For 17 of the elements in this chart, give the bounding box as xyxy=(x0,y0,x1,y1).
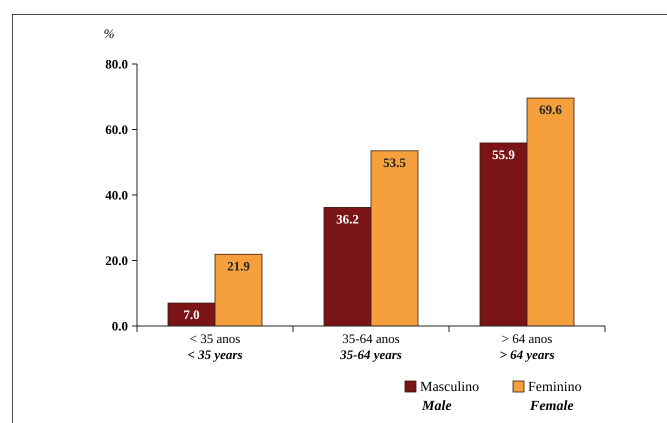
y-tick-label: 0.0 xyxy=(112,318,128,334)
data-label: 55.9 xyxy=(492,146,516,162)
x-tick-label: 35-64 anos 35-64 years xyxy=(339,331,402,362)
y-tick-label: 80.0 xyxy=(105,56,128,72)
data-label: 36.2 xyxy=(336,211,359,226)
legend-label: Feminino Female xyxy=(528,380,582,414)
y-tick-label: 40.0 xyxy=(105,188,128,202)
y-tick-label: 20.0 xyxy=(105,253,128,268)
data-label: 21.9 xyxy=(227,258,250,274)
data-label: 69.6 xyxy=(539,102,562,118)
x-tick-label: < 35 anos < 35 years xyxy=(187,331,243,362)
x-tick-label: > 64 anos > 64 years xyxy=(499,331,555,362)
legend-label: Masculino Male xyxy=(420,380,480,414)
y-axis-title: % xyxy=(104,26,115,41)
data-label: 53.5 xyxy=(383,154,406,170)
y-tick-label: 60.0 xyxy=(105,122,128,137)
data-label: 7.0 xyxy=(183,307,200,322)
